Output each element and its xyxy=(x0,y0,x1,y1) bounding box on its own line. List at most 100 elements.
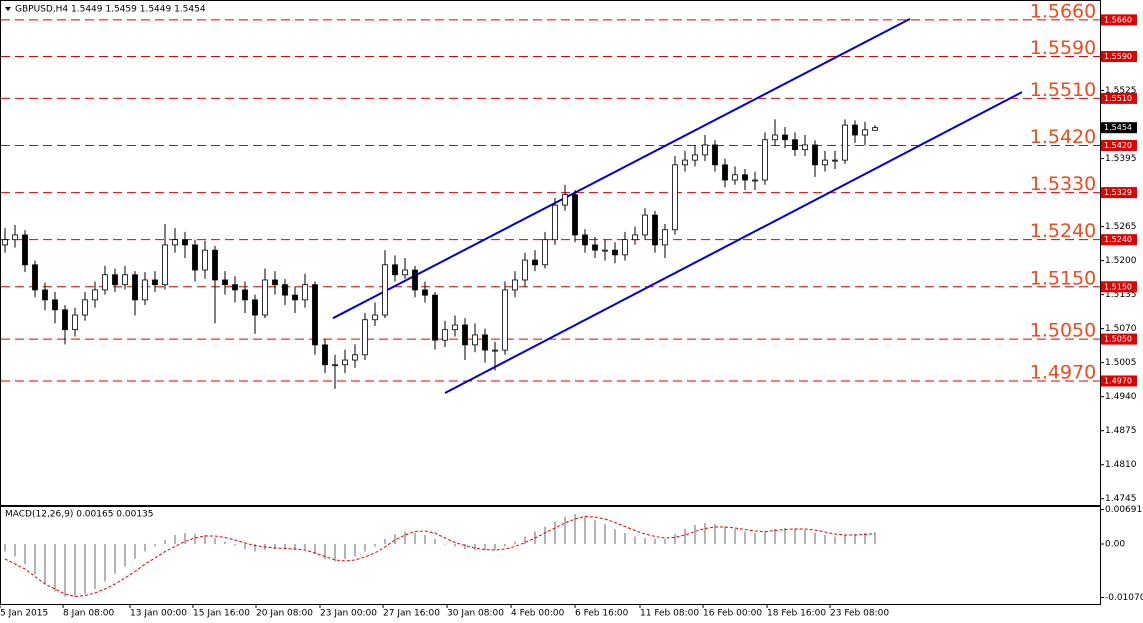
macd-bar xyxy=(854,534,856,544)
macd-bar xyxy=(124,544,126,567)
macd-bar xyxy=(44,544,46,584)
macd-bar xyxy=(604,524,606,544)
candle-body xyxy=(402,269,408,276)
chart-title: GBPUSD,H4 1.5449 1.5459 1.5449 1.5454 xyxy=(15,5,206,15)
candle-body xyxy=(652,214,658,246)
candle-body xyxy=(202,249,208,271)
candle-body xyxy=(552,204,558,241)
level-tag-box xyxy=(1101,234,1137,246)
macd-title: MACD(12,26,9) 0.00165 0.00135 xyxy=(5,510,154,520)
macd-bar xyxy=(424,535,426,544)
candle-body xyxy=(322,344,328,366)
candle-body xyxy=(562,194,568,206)
macd-bar xyxy=(224,541,226,544)
level-tag: 1.5150 xyxy=(1104,282,1132,291)
x-tick-label: 13 Jan 00:00 xyxy=(130,609,187,619)
macd-bar xyxy=(474,544,476,550)
candle-body xyxy=(632,234,638,241)
candle-body xyxy=(122,274,128,286)
macd-bar xyxy=(664,539,666,544)
macd-bar xyxy=(734,529,736,544)
candle-body xyxy=(32,264,38,291)
macd-bar xyxy=(634,536,636,544)
candle-body xyxy=(422,289,428,296)
macd-bar xyxy=(164,540,166,544)
y-tick-label: -0.01070 xyxy=(1105,593,1143,603)
macd-bar xyxy=(94,544,96,589)
x-tick-label: 23 Feb 08:00 xyxy=(830,609,889,619)
candle-body xyxy=(802,144,808,151)
candle-body xyxy=(542,239,548,266)
macd-bar xyxy=(694,525,696,544)
level-tag: 1.5510 xyxy=(1104,94,1132,103)
x-tick-label: 30 Jan 08:00 xyxy=(447,609,504,619)
macd-panel xyxy=(0,506,1101,605)
price-panel xyxy=(0,0,1101,506)
candle-body xyxy=(272,279,278,286)
candle-body xyxy=(702,144,708,156)
macd-bar xyxy=(754,533,756,544)
level-tag-box xyxy=(1101,14,1137,26)
x-tick-label: 27 Jan 16:00 xyxy=(383,609,440,619)
candle-body xyxy=(52,299,58,311)
level-tag: 1.5050 xyxy=(1104,335,1132,344)
x-tick-label: 16 Feb 00:00 xyxy=(703,609,762,619)
macd-bar xyxy=(334,544,336,562)
level-tag: 1.5240 xyxy=(1104,235,1132,244)
candle-body xyxy=(532,259,538,266)
level-label: 1.5240 xyxy=(1030,220,1096,242)
candle-body xyxy=(432,294,438,341)
price-tag-box xyxy=(1101,122,1137,134)
candle-body xyxy=(302,284,308,301)
y-tick-label: 1.5135 xyxy=(1105,290,1137,300)
macd-bar xyxy=(874,532,876,544)
candle-body xyxy=(452,324,458,331)
level-tag-box xyxy=(1101,333,1137,345)
level-tag-box xyxy=(1101,281,1137,293)
macd-bar xyxy=(504,544,506,547)
candle-body xyxy=(332,364,338,367)
candle-body xyxy=(252,299,258,316)
macd-bar xyxy=(24,544,26,564)
macd-bar xyxy=(254,544,256,552)
macd-bar xyxy=(4,544,6,552)
candle-body xyxy=(12,234,18,241)
x-tick-label: 8 Jan 08:00 xyxy=(63,609,115,619)
level-tag-box xyxy=(1101,51,1137,63)
macd-bar xyxy=(454,544,456,547)
macd-bar xyxy=(414,533,416,544)
macd-bar xyxy=(354,544,356,557)
macd-bar xyxy=(444,544,446,545)
candle-body xyxy=(722,164,728,181)
macd-bar xyxy=(724,526,726,544)
candle-body xyxy=(92,289,98,301)
candle-body xyxy=(212,249,218,281)
macd-bar xyxy=(54,544,56,592)
macd-bar xyxy=(614,529,616,544)
candle-body xyxy=(242,289,248,301)
y-tick-label: 1.4875 xyxy=(1105,426,1137,436)
x-tick-label: 4 Feb 00:00 xyxy=(511,609,565,619)
candle-body xyxy=(2,239,8,246)
y-tick-label: 1.4745 xyxy=(1105,494,1137,504)
level-label: 1.5510 xyxy=(1030,79,1096,101)
candle-body xyxy=(222,279,228,286)
level-tag-box xyxy=(1101,375,1137,387)
candle-body xyxy=(832,159,838,162)
trend-line xyxy=(332,17,911,320)
macd-bar xyxy=(384,539,386,544)
y-tick-label: 1.4940 xyxy=(1105,392,1137,402)
candle-body xyxy=(492,349,498,352)
macd-bar xyxy=(304,544,306,549)
candle-body xyxy=(72,314,78,331)
y-tick-label: 0.00691 xyxy=(1105,505,1142,515)
macd-bar xyxy=(814,532,816,544)
candle-body xyxy=(472,334,478,346)
macd-bar xyxy=(864,533,866,544)
level-label: 1.5590 xyxy=(1030,37,1096,59)
menu-arrow xyxy=(5,7,11,11)
y-tick-label: 1.5525 xyxy=(1105,86,1137,96)
macd-bar xyxy=(234,544,236,546)
macd-bar xyxy=(194,534,196,544)
macd-bar xyxy=(494,544,496,550)
